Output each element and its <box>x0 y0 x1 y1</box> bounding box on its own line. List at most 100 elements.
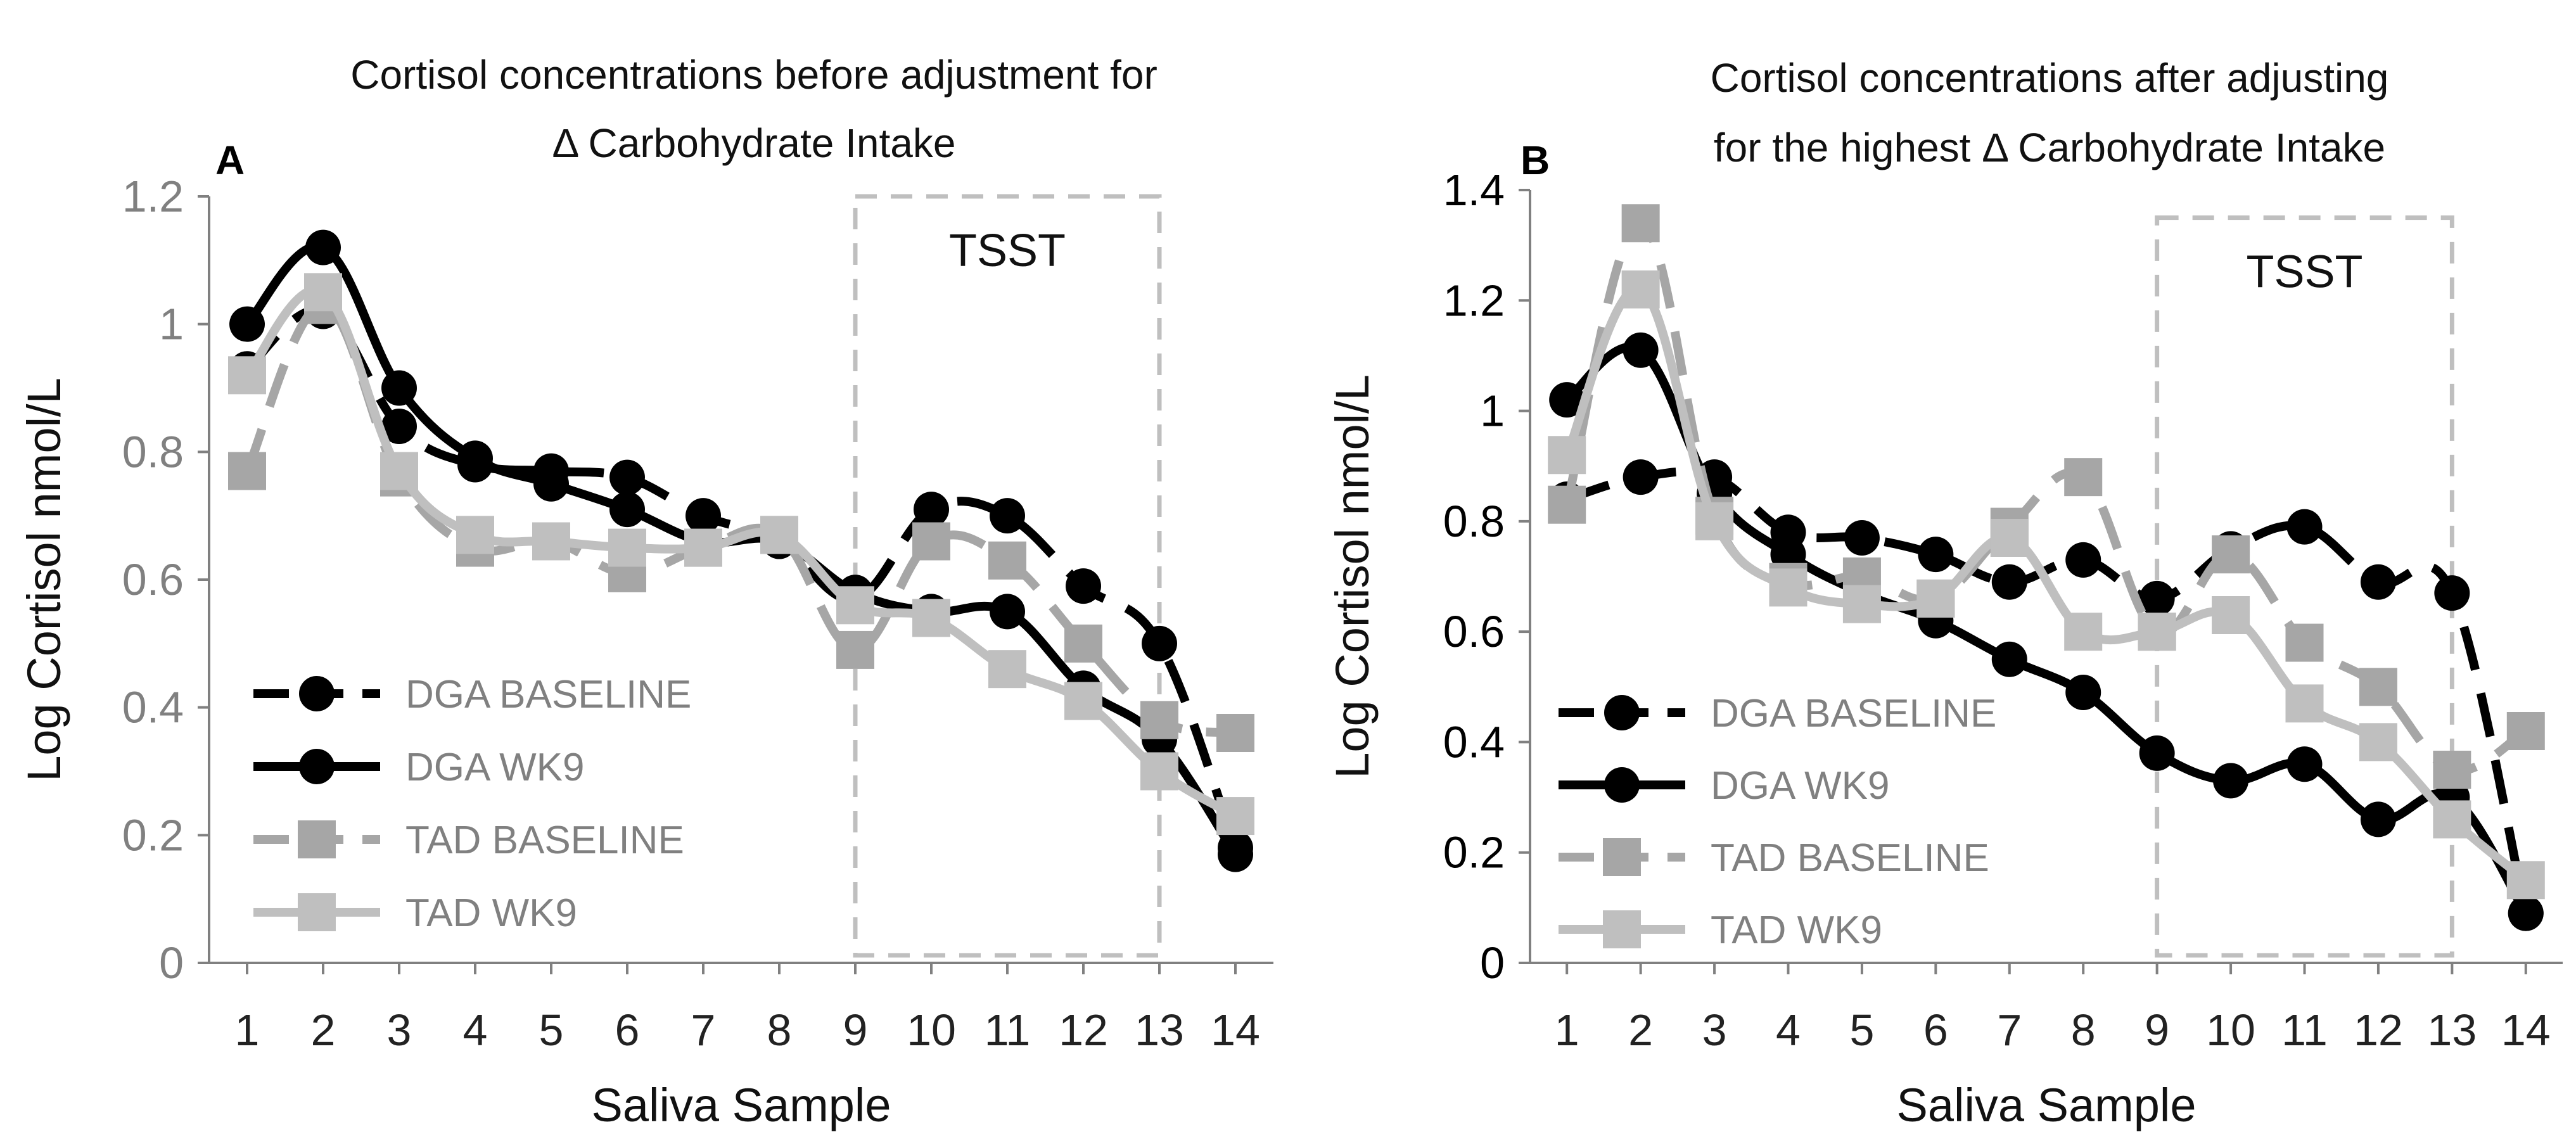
data-point <box>2065 675 2101 710</box>
data-point <box>1549 382 1585 418</box>
x-tick-label: 8 <box>767 1005 792 1055</box>
data-point <box>2506 861 2545 900</box>
data-point <box>1066 568 1101 604</box>
legend-label: DGA BASELINE <box>405 673 691 716</box>
data-point <box>1140 701 1178 739</box>
data-point <box>2285 623 2324 662</box>
chart-panel-a: Cortisol concentrations before adjustmen… <box>18 52 1273 1131</box>
data-point <box>229 306 265 342</box>
y-tick-label: 0.6 <box>122 555 184 604</box>
x-tick-label: 14 <box>1211 1005 1260 1055</box>
data-point <box>988 650 1026 689</box>
y-tick-label: 0.4 <box>1443 717 1505 767</box>
data-point <box>2139 735 2175 771</box>
data-point <box>1623 459 1659 495</box>
data-point <box>1991 564 2027 600</box>
x-tick-label: 12 <box>1059 1005 1108 1055</box>
data-point <box>532 522 570 561</box>
y-tick-label: 0.4 <box>122 683 184 732</box>
series-line-tad-baseline <box>243 300 1237 737</box>
legend-label: TAD BASELINE <box>405 818 684 862</box>
data-point <box>2359 668 2397 706</box>
x-tick-label: 3 <box>387 1005 412 1055</box>
data-point <box>1064 624 1102 663</box>
panel-label: B <box>1521 137 1550 183</box>
x-tick-label: 5 <box>539 1005 564 1055</box>
data-point <box>1844 520 1880 556</box>
data-point <box>684 528 722 567</box>
legend-label: DGA WK9 <box>405 746 585 789</box>
legend-marker <box>298 820 336 858</box>
data-point <box>1916 579 1955 618</box>
data-point <box>988 541 1026 580</box>
legend-marker <box>299 749 335 784</box>
data-point <box>304 273 342 312</box>
x-tick-label: 9 <box>843 1005 868 1055</box>
chart-title-line: for the highest Δ Carbohydrate Intake <box>1714 125 2385 170</box>
data-point <box>1842 585 1881 623</box>
data-point <box>1695 502 1734 540</box>
data-point <box>1216 797 1254 836</box>
data-point <box>533 466 569 502</box>
x-tick-label: 2 <box>311 1005 336 1055</box>
data-point <box>228 452 266 490</box>
data-point <box>381 370 417 406</box>
data-point <box>2212 535 2250 574</box>
x-tick-label: 4 <box>463 1005 488 1055</box>
legend-marker <box>1604 767 1640 803</box>
data-point <box>1918 537 1954 573</box>
chart-panel-b: Cortisol concentrations after adjusting f… <box>1326 55 2563 1131</box>
x-tick-label: 5 <box>1849 1005 1874 1055</box>
data-point <box>2064 613 2103 651</box>
x-axis-title: Saliva Sample <box>591 1079 891 1131</box>
data-point <box>2508 895 2544 931</box>
y-tick-label: 1.2 <box>122 172 184 221</box>
data-point <box>836 630 874 669</box>
y-tick-label: 0.2 <box>1443 828 1505 877</box>
y-axis-title: Log Cortisol nmol/L <box>1326 374 1379 779</box>
x-tick-label: 13 <box>1135 1005 1184 1055</box>
y-axis-title: Log Cortisol nmol/L <box>18 378 70 782</box>
data-point <box>2213 763 2249 799</box>
y-tick-label: 0.2 <box>122 810 184 860</box>
x-tick-label: 7 <box>691 1005 716 1055</box>
data-point <box>609 492 645 528</box>
legend-marker <box>1604 695 1640 730</box>
data-point <box>2286 509 2323 545</box>
data-point <box>2212 596 2250 634</box>
data-point <box>2064 458 2103 497</box>
y-tick-label: 0 <box>159 938 184 988</box>
x-tick-label: 10 <box>2206 1005 2255 1055</box>
x-tick-label: 9 <box>2145 1005 2169 1055</box>
panel-label: A <box>215 137 245 183</box>
x-tick-label: 10 <box>907 1005 956 1055</box>
data-point <box>912 599 950 637</box>
x-tick-label: 14 <box>2501 1005 2551 1055</box>
x-tick-label: 3 <box>1702 1005 1727 1055</box>
y-tick-label: 1.2 <box>1443 276 1505 325</box>
x-tick-label: 6 <box>615 1005 640 1055</box>
data-point <box>2138 613 2176 651</box>
legend-label: TAD BASELINE <box>1711 836 1989 880</box>
data-point <box>2434 575 2470 611</box>
data-point <box>2286 746 2323 782</box>
data-point <box>1621 204 1660 243</box>
data-point <box>2285 684 2324 723</box>
data-point <box>1142 625 1177 661</box>
data-point <box>1623 332 1659 368</box>
chart-title-line: Cortisol concentrations before adjustmen… <box>350 52 1157 98</box>
x-tick-label: 8 <box>2071 1005 2096 1055</box>
y-tick-label: 0.6 <box>1443 607 1505 656</box>
data-point <box>1140 752 1178 791</box>
chart-title-line: Δ Carbohydrate Intake <box>552 120 956 166</box>
data-point <box>1991 641 2027 677</box>
legend-marker <box>299 676 335 711</box>
x-tick-label: 12 <box>2354 1005 2403 1055</box>
data-point <box>609 459 645 495</box>
data-point <box>912 522 950 561</box>
data-point <box>2360 801 2396 837</box>
data-point <box>1990 519 2029 557</box>
tsst-label: TSST <box>949 226 1066 276</box>
